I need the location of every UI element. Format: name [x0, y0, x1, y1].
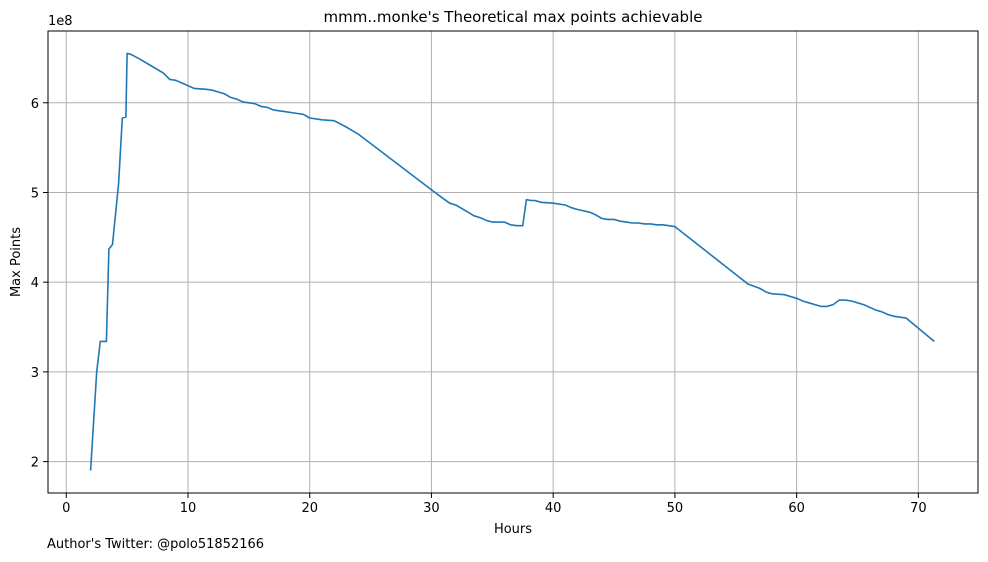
- chart-title: mmm..monke's Theoretical max points achi…: [324, 8, 703, 26]
- x-axis-label: Hours: [494, 522, 532, 537]
- y-axis-label: Max Points: [9, 227, 24, 297]
- author-footnote: Author's Twitter: @polo51852166: [47, 537, 265, 552]
- y-tick-label: 6: [31, 97, 39, 112]
- x-tick-label: 20: [301, 501, 318, 516]
- y-offset-label: 1e8: [48, 14, 73, 29]
- x-tick-label: 30: [423, 501, 440, 516]
- y-tick-label: 4: [31, 276, 39, 291]
- x-tick-label: 10: [180, 501, 197, 516]
- x-tick-label: 40: [545, 501, 562, 516]
- x-tick-label: 0: [62, 501, 70, 516]
- series-layer: [89, 52, 935, 471]
- y-tick-label: 2: [31, 456, 39, 471]
- x-tick-label: 60: [788, 501, 805, 516]
- axis-ticks: 0 10 20 30 40 50 60 70 2 3 4 5 6: [31, 97, 927, 516]
- y-tick-label: 5: [31, 186, 39, 201]
- series-line: [89, 52, 935, 471]
- grid-lines: [48, 31, 978, 493]
- x-tick-label: 70: [910, 501, 927, 516]
- plot-frame: [47, 30, 979, 494]
- x-tick-label: 50: [667, 501, 684, 516]
- y-tick-label: 3: [31, 366, 39, 381]
